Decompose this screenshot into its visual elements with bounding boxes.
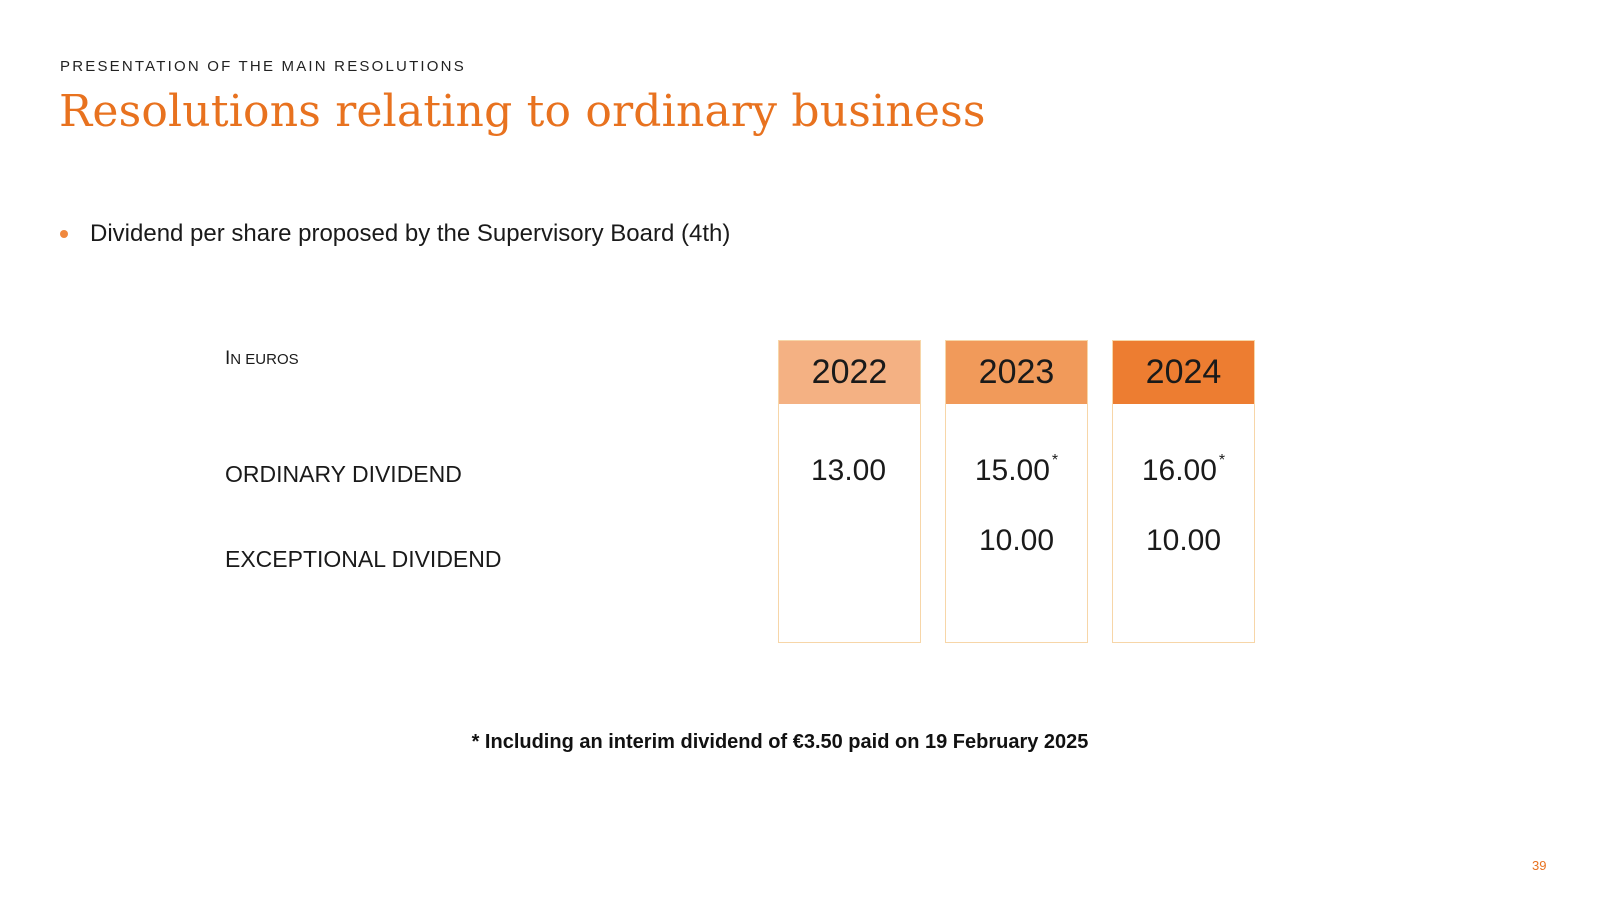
- unit-label: IN EUROS: [225, 348, 299, 370]
- unit-label-rest: N EUROS: [230, 351, 299, 368]
- ordinary-value: 13.00: [779, 454, 920, 488]
- unit-label-initial: I: [225, 348, 231, 369]
- ordinary-amount: 15.00: [974, 454, 1050, 487]
- ordinary-value: 15.00 *: [946, 452, 1087, 488]
- year-column-2024: 2024 16.00 * 10.00: [1112, 340, 1255, 643]
- year-column-2022: 2022 13.00: [778, 340, 921, 643]
- footnote: * Including an interim dividend of €3.50…: [471, 731, 1089, 753]
- bullet-text: Dividend per share proposed by the Super…: [90, 220, 731, 247]
- year-header: 2022: [779, 341, 920, 404]
- ordinary-amount: 16.00: [1141, 454, 1217, 487]
- bullet-item: Dividend per share proposed by the Super…: [60, 220, 730, 248]
- exceptional-value: 10.00: [978, 524, 1055, 557]
- year-header: 2023: [946, 341, 1087, 404]
- row-label-ordinary: ORDINARY DIVIDEND: [225, 461, 462, 487]
- page-number: 39: [1532, 858, 1547, 873]
- row-label-exceptional: EXCEPTIONAL DIVIDEND: [225, 546, 502, 572]
- slide-title: Resolutions relating to ordinary busines…: [59, 86, 986, 137]
- ordinary-value: 16.00 *: [1113, 452, 1254, 488]
- ordinary-amount: 13.00: [810, 454, 887, 487]
- year-header: 2024: [1113, 341, 1254, 404]
- slide-kicker: PRESENTATION OF THE MAIN RESOLUTIONS: [60, 58, 466, 75]
- year-column-2023: 2023 15.00 * 10.00: [945, 340, 1088, 643]
- ordinary-note-marker: *: [1218, 452, 1226, 469]
- exceptional-value: 10.00: [1145, 524, 1222, 557]
- ordinary-note-marker: *: [1051, 452, 1059, 469]
- bullet-dot-icon: [60, 230, 68, 238]
